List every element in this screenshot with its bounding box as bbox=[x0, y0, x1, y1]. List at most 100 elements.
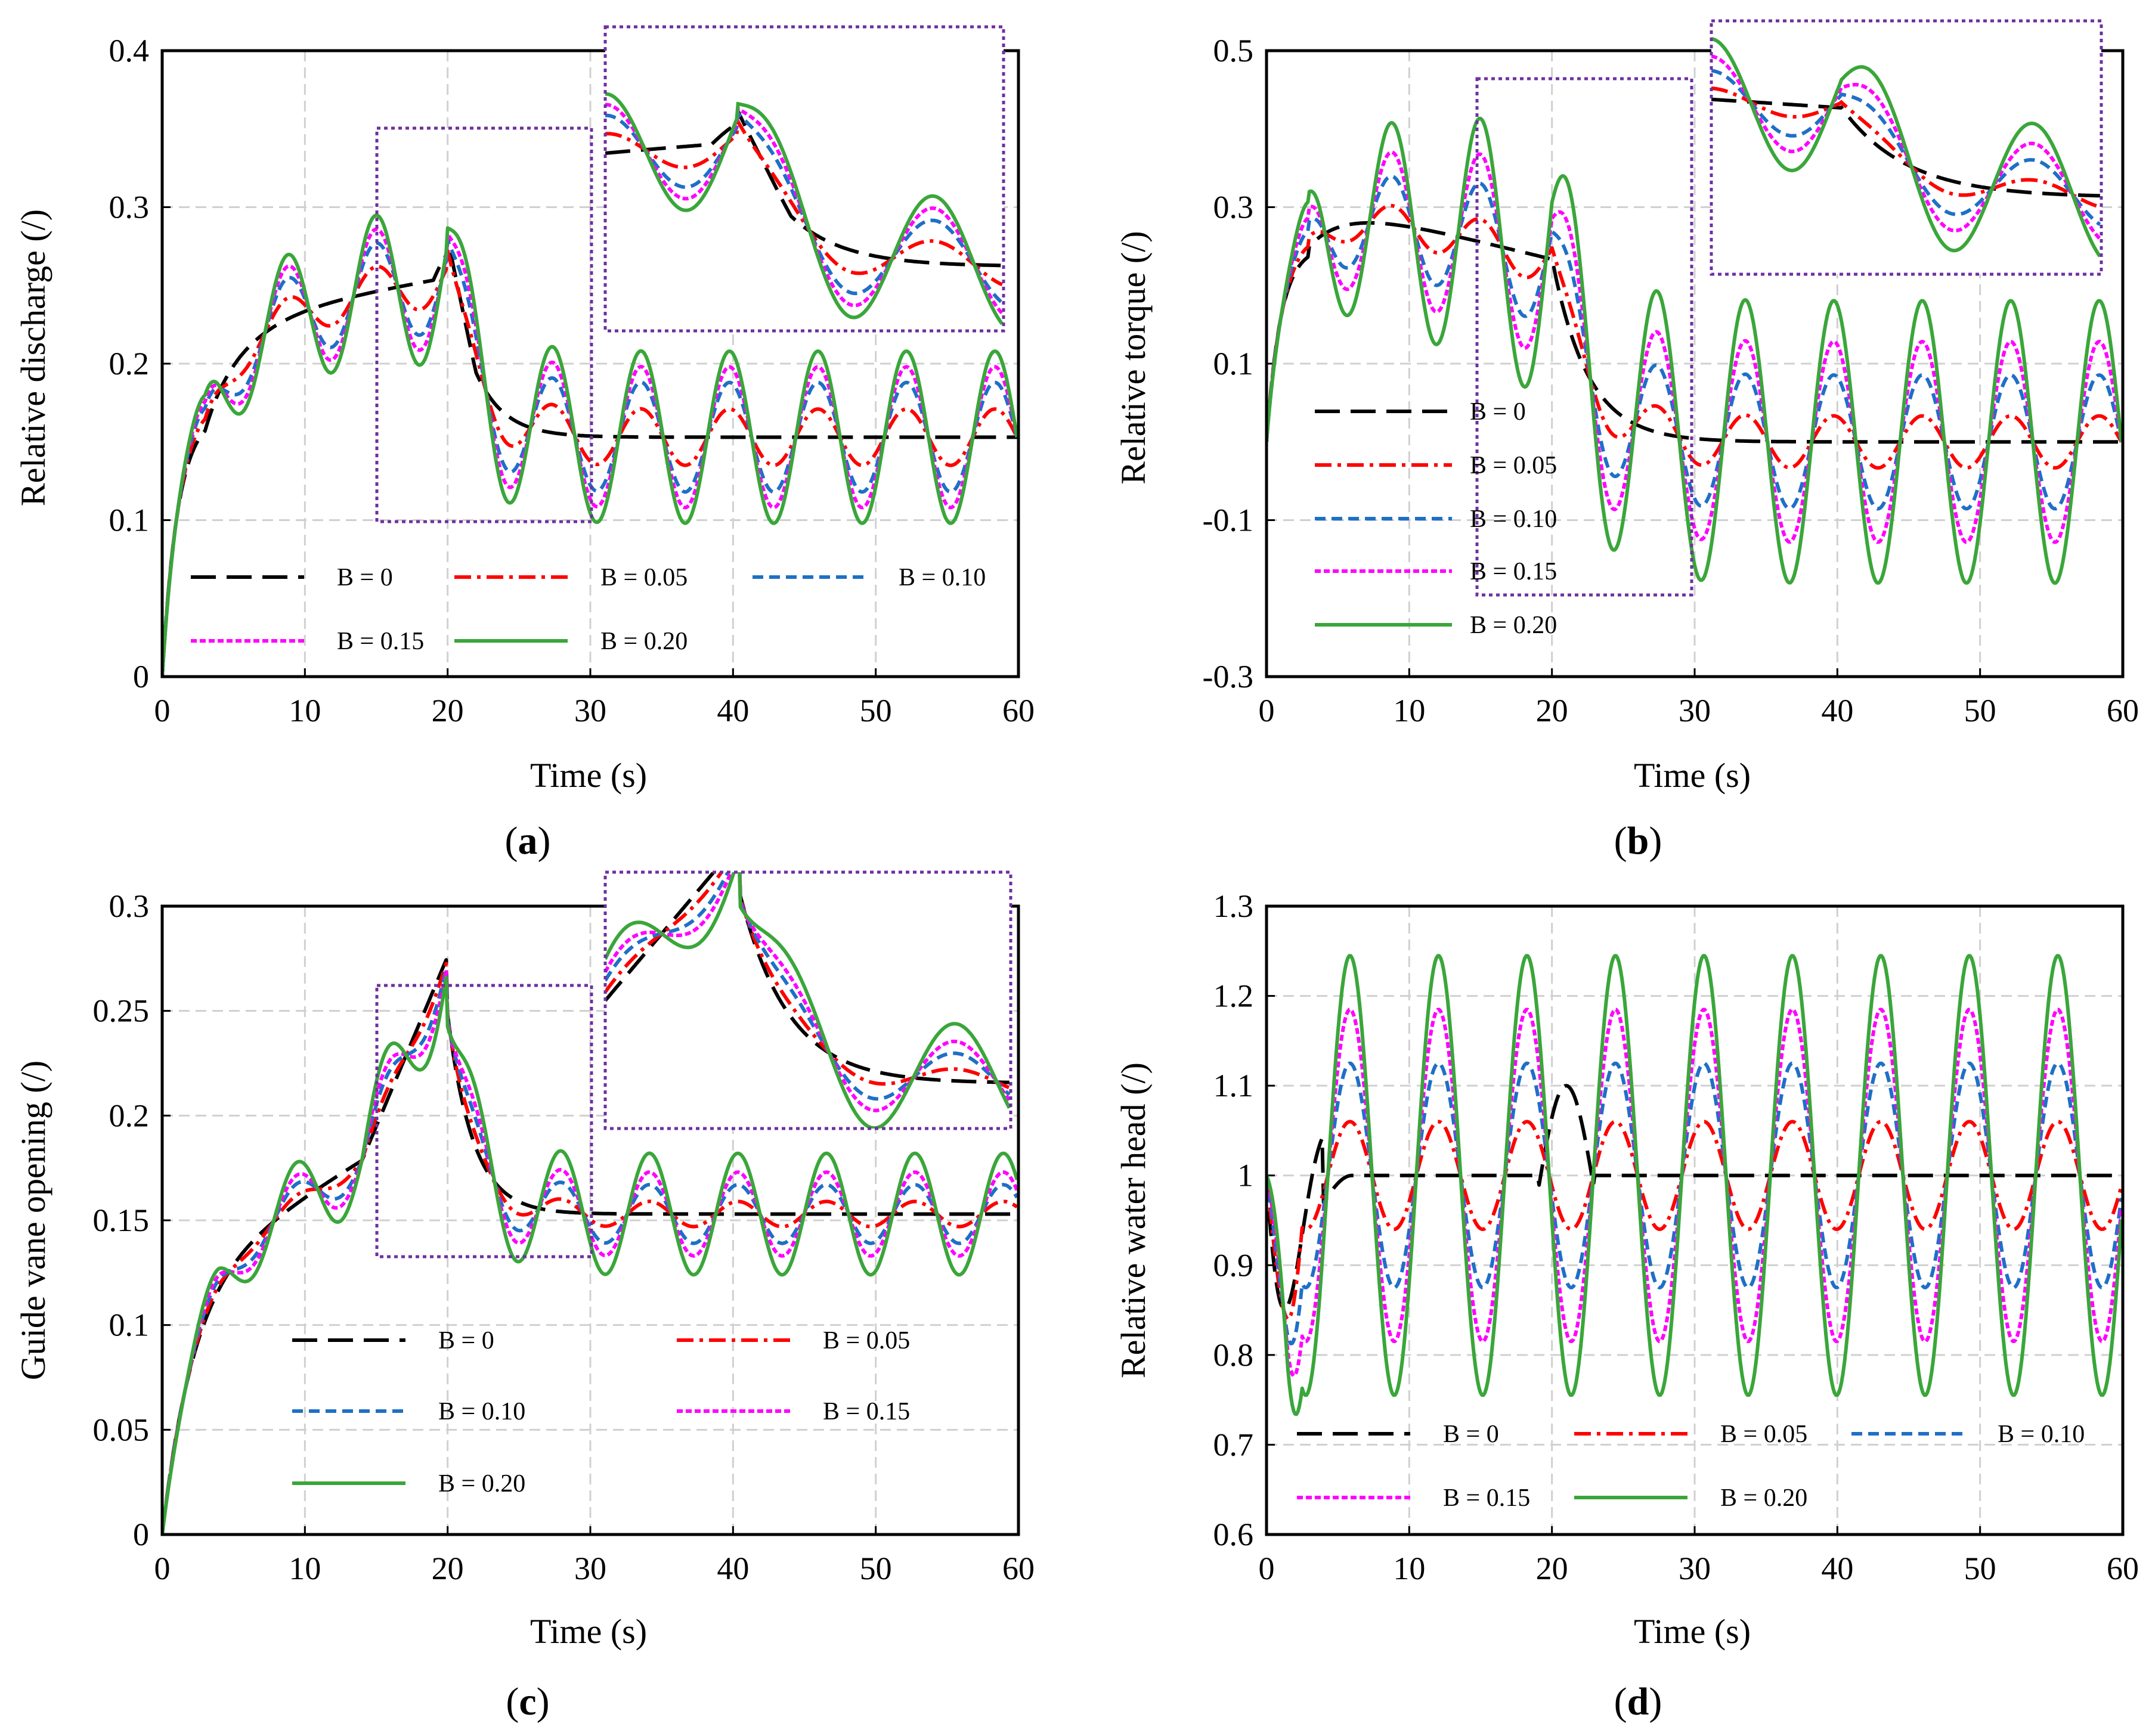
x-tick-label: 60 bbox=[1002, 693, 1035, 728]
zoom-region-box bbox=[375, 126, 593, 523]
inset-series-line bbox=[605, 872, 1011, 1101]
panel-b: 0 10 20 30 40 50 60-0.3-0.10.10.30.5B = 0B = 0… bbox=[1114, 19, 2139, 863]
x-axis-ticks: 0 10 20 30 40 50 60 bbox=[154, 1526, 1035, 1586]
inset-series-line bbox=[1711, 86, 2101, 209]
x-tick-label: 50 bbox=[1964, 693, 1996, 728]
inset-frame bbox=[603, 25, 1005, 333]
legend-label: B = 0.20 bbox=[1470, 612, 1557, 639]
y-tick-label: 0.1 bbox=[109, 503, 150, 538]
x-tick-label: 40 bbox=[1821, 1551, 1853, 1586]
legend: B = 0 B = 0.05 B = 0.10 B = 0.15 B = 0.20 bbox=[292, 1327, 910, 1498]
y-axis-ticks: 0 0.05 0.1 0.15 0.2 0.25 0.3 bbox=[93, 888, 171, 1552]
y-tick-label: 0.1 bbox=[1213, 346, 1254, 382]
series-line-b-0-20 bbox=[1267, 116, 2123, 585]
x-tick-label: 30 bbox=[574, 1551, 606, 1586]
caption-letter: c bbox=[519, 1680, 536, 1723]
y-axis-ticks: 0.6 0.7 0.8 0.9 1 1.1 1.2 1.3 bbox=[1213, 888, 1275, 1552]
zoom-region-box bbox=[375, 984, 593, 1258]
y-tick-label: -0.1 bbox=[1203, 503, 1253, 538]
panel-caption: (a) bbox=[505, 819, 551, 863]
x-tick-label: 60 bbox=[2107, 693, 2139, 728]
legend-label: B = 0.10 bbox=[899, 564, 986, 591]
inset-series-line bbox=[1711, 97, 2100, 198]
legend-label: B = 0.15 bbox=[337, 628, 424, 655]
inset-background bbox=[605, 872, 1011, 1129]
inset-series-line bbox=[605, 872, 1011, 1112]
x-tick-label: 20 bbox=[1536, 1551, 1568, 1586]
series-line-b-0-10 bbox=[1267, 1061, 2123, 1346]
y-axis-ticks: 0 0.1 0.2 0.3 0.4 bbox=[109, 33, 171, 695]
x-tick-label: 10 bbox=[1393, 693, 1425, 728]
caption-open-paren: ( bbox=[1614, 819, 1627, 863]
legend-label: B = 0 bbox=[438, 1327, 494, 1354]
zoom-region-box bbox=[1475, 77, 1693, 597]
series-line-b-0-20 bbox=[162, 975, 1018, 1534]
y-tick-label: 0.1 bbox=[109, 1307, 150, 1343]
y-tick-label: 0.7 bbox=[1213, 1427, 1254, 1462]
series-line-b-0 bbox=[162, 958, 1018, 1534]
legend-label: B = 0.05 bbox=[600, 564, 688, 591]
x-axis-ticks: 0 10 20 30 40 50 60 bbox=[1259, 668, 2139, 728]
x-tick-label: 0 bbox=[1259, 1551, 1275, 1586]
y-tick-label: 0.15 bbox=[93, 1202, 150, 1238]
legend: B = 0 B = 0.05 B = 0.10 B = 0.15 B = 0.20 bbox=[1297, 1421, 2085, 1512]
caption-open-paren: ( bbox=[1614, 1680, 1627, 1723]
y-tick-label: 0.6 bbox=[1213, 1517, 1254, 1552]
legend-label: B = 0.10 bbox=[1998, 1421, 2085, 1448]
series-line-b-0 bbox=[162, 235, 1018, 677]
plot-frame bbox=[160, 904, 1020, 1536]
inset-series-line bbox=[1711, 37, 2101, 258]
caption-open-paren: ( bbox=[505, 819, 518, 863]
x-tick-label: 50 bbox=[860, 1551, 892, 1586]
caption-letter: d bbox=[1627, 1680, 1649, 1723]
legend-label: B = 0.15 bbox=[823, 1398, 910, 1425]
caption-close-paren: ) bbox=[1649, 819, 1662, 863]
y-axis-title: Relative torque (/) bbox=[1114, 231, 1153, 484]
x-tick-label: 30 bbox=[1679, 693, 1711, 728]
y-tick-label: 0.2 bbox=[109, 346, 150, 382]
y-tick-label: 0 bbox=[133, 659, 149, 695]
legend-label: B = 0.15 bbox=[1443, 1484, 1530, 1512]
x-tick-label: 0 bbox=[1259, 693, 1275, 728]
inset-series-line bbox=[605, 103, 1004, 315]
legend-label: B = 0 bbox=[337, 564, 393, 591]
y-axis-title: Relative water head (/) bbox=[1114, 1062, 1153, 1378]
x-tick-label: 50 bbox=[1964, 1551, 1996, 1586]
y-tick-label: 0.25 bbox=[93, 993, 150, 1029]
x-tick-label: 40 bbox=[717, 1551, 749, 1586]
y-tick-label: 0.05 bbox=[93, 1412, 150, 1447]
series-lines bbox=[1267, 116, 2123, 585]
x-axis-title: Time (s) bbox=[1634, 756, 1751, 795]
inset-lines bbox=[605, 872, 1011, 1129]
y-tick-label: 1.3 bbox=[1213, 888, 1254, 924]
series-line-b-0-10 bbox=[1267, 174, 2123, 511]
legend-label: B = 0.05 bbox=[1470, 452, 1557, 479]
y-tick-label: 0.3 bbox=[109, 190, 150, 225]
y-tick-label: 0.2 bbox=[109, 1098, 150, 1133]
inset-frame bbox=[603, 870, 1012, 1130]
plot-frame bbox=[160, 49, 1020, 678]
x-tick-label: 0 bbox=[154, 693, 171, 728]
inset-series-line bbox=[1711, 69, 2101, 227]
y-tick-label: 1 bbox=[1237, 1158, 1253, 1194]
x-axis-title: Time (s) bbox=[1634, 1612, 1751, 1651]
series-line-b-0 bbox=[1267, 221, 2122, 444]
panel-caption: (d) bbox=[1614, 1680, 1662, 1723]
inset-lines bbox=[605, 92, 1004, 326]
x-tick-label: 10 bbox=[289, 693, 321, 728]
series-lines bbox=[162, 213, 1018, 677]
x-tick-label: 10 bbox=[1393, 1551, 1425, 1586]
inset-series-line bbox=[605, 872, 1010, 1090]
x-tick-label: 20 bbox=[432, 1551, 464, 1586]
legend-label: B = 0.20 bbox=[600, 628, 688, 655]
x-tick-label: 30 bbox=[574, 693, 606, 728]
series-line-b-0-10 bbox=[162, 238, 1018, 677]
inset-series-line bbox=[605, 116, 1003, 287]
y-tick-label: 0.3 bbox=[1213, 190, 1254, 225]
series-line-b-0-20 bbox=[162, 213, 1018, 677]
y-tick-label: 0.4 bbox=[109, 33, 150, 69]
inset-series-line bbox=[605, 872, 1010, 1084]
